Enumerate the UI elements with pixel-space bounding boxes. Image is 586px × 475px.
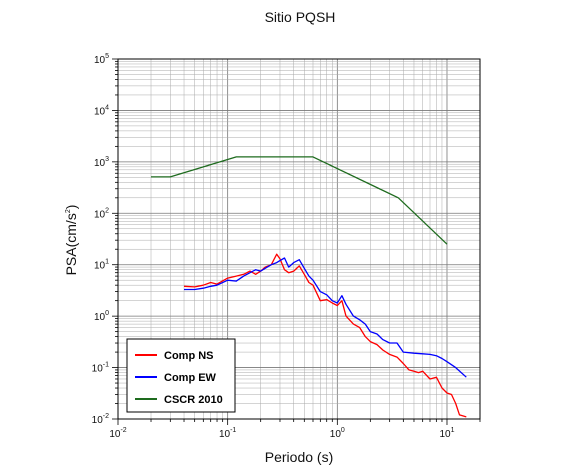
y-tick-label: 101 — [94, 259, 109, 272]
tick-marks — [112, 58, 481, 425]
y-axis-label-base: PSA(cm/s — [63, 213, 79, 275]
legend-label-cscr-2010: CSCR 2010 — [164, 394, 223, 406]
x-tick-labels: 10-2 10-1 100 101 — [109, 427, 454, 440]
x-axis-label: Periodo (s) — [265, 449, 333, 465]
x-tick-label-exp: -2 — [120, 427, 126, 434]
y-tick-label-exp: 0 — [105, 310, 109, 317]
x-tick-label: 10-2 — [109, 427, 126, 440]
y-tick-label-base: 10 — [94, 158, 106, 169]
series-line-comp-ew — [184, 257, 467, 378]
series-line-comp-ns — [183, 253, 467, 418]
x-tick-label-base: 10 — [439, 429, 451, 440]
y-tick-label-base: 10 — [94, 312, 106, 323]
y-tick-label: 103 — [94, 156, 109, 169]
y-tick-label: 104 — [94, 104, 109, 117]
x-tick-label-exp: 1 — [451, 427, 455, 434]
series-line-cscr-2010 — [151, 156, 448, 245]
y-tick-label: 10-1 — [92, 362, 109, 375]
y-tick-label-exp: 4 — [105, 104, 109, 111]
y-tick-label-base: 10 — [94, 209, 106, 220]
y-tick-label-exp: 5 — [105, 53, 109, 60]
plot-frame — [117, 58, 481, 420]
y-tick-label-base: 10 — [94, 261, 106, 272]
y-tick-label-base: 10 — [94, 106, 106, 117]
y-tick-label: 100 — [94, 310, 109, 323]
x-tick-label-exp: -1 — [230, 427, 236, 434]
legend-label-comp-ew: Comp EW — [164, 372, 217, 384]
series-group — [151, 156, 467, 418]
x-tick-label-base: 10 — [109, 429, 121, 440]
y-tick-label-exp: -2 — [103, 413, 109, 420]
grid-lines — [117, 58, 481, 420]
x-tick-label: 101 — [439, 427, 454, 440]
y-tick-label: 105 — [94, 53, 109, 66]
y-tick-label-exp: 2 — [105, 207, 109, 214]
y-tick-label: 10-2 — [92, 413, 109, 426]
x-tick-label-base: 10 — [219, 429, 231, 440]
x-tick-label-base: 10 — [330, 429, 342, 440]
y-tick-label-base: 10 — [92, 364, 104, 375]
y-tick-label-base: 10 — [94, 55, 106, 66]
legend: Comp NS Comp EW CSCR 2010 — [126, 338, 236, 413]
x-tick-label: 10-1 — [219, 427, 236, 440]
y-tick-label-base: 10 — [92, 415, 104, 426]
chart-title: Sitio PQSH — [265, 9, 336, 25]
x-tick-label-exp: 0 — [341, 427, 345, 434]
y-axis-label-sup: 2 — [65, 209, 72, 213]
y-axis-label-tail: ) — [63, 205, 79, 210]
y-axis-label: PSA(cm/s2) — [63, 205, 79, 276]
legend-label-comp-ns: Comp NS — [164, 350, 214, 362]
y-tick-label-exp: 3 — [105, 156, 109, 163]
y-tick-label-exp: 1 — [105, 259, 109, 266]
y-tick-label: 102 — [94, 207, 109, 220]
y-tick-label-exp: -1 — [103, 362, 109, 369]
x-tick-label: 100 — [330, 427, 345, 440]
